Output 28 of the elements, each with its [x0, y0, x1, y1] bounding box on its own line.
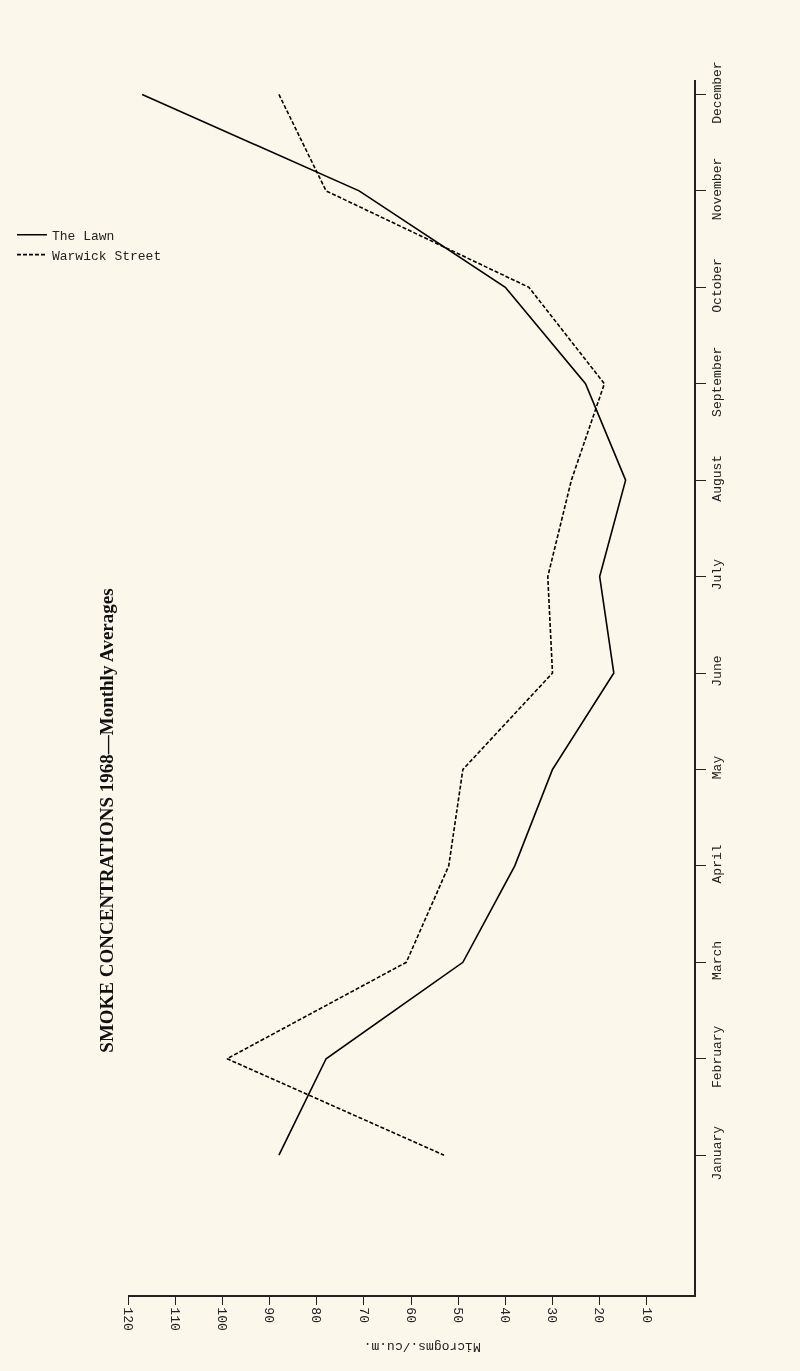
y-tick-label: September — [710, 346, 726, 417]
y-tick-label: August — [710, 454, 726, 502]
legend-label: The Lawn — [51, 228, 115, 244]
y-tick-label: January — [710, 1125, 726, 1181]
x-tick-label: 100 — [214, 1307, 230, 1331]
y-tick-label: December — [710, 61, 726, 124]
x-tick-label: 20 — [591, 1307, 607, 1323]
x-tick-label: 10 — [638, 1307, 654, 1323]
x-tick-label: 110 — [166, 1307, 182, 1331]
y-tick-label: July — [710, 558, 726, 591]
y-tick-label: October — [710, 258, 726, 313]
x-tick-label: 80 — [308, 1307, 324, 1323]
y-tick-label: February — [710, 1025, 726, 1089]
y-tick-label: May — [710, 755, 726, 780]
x-tick-label: 120 — [119, 1307, 135, 1331]
x-axis-title: Microgms./cu.m. — [363, 1339, 481, 1355]
y-tick-label: November — [710, 157, 726, 221]
x-tick-label: 50 — [449, 1307, 465, 1323]
x-tick-label: 30 — [544, 1307, 560, 1323]
x-tick-label: 70 — [355, 1307, 371, 1323]
text: SMOKE CONCENTRATIONS 1968—Monthly Averages — [96, 588, 118, 1053]
x-tick-label: 40 — [497, 1307, 513, 1323]
y-tick-label: April — [710, 844, 726, 884]
legend-label: Warwick Street — [51, 248, 162, 264]
x-tick-label: 60 — [402, 1307, 418, 1323]
y-tick-label: March — [710, 940, 726, 980]
y-tick-label: June — [710, 655, 726, 687]
x-tick-label: 90 — [261, 1307, 277, 1323]
